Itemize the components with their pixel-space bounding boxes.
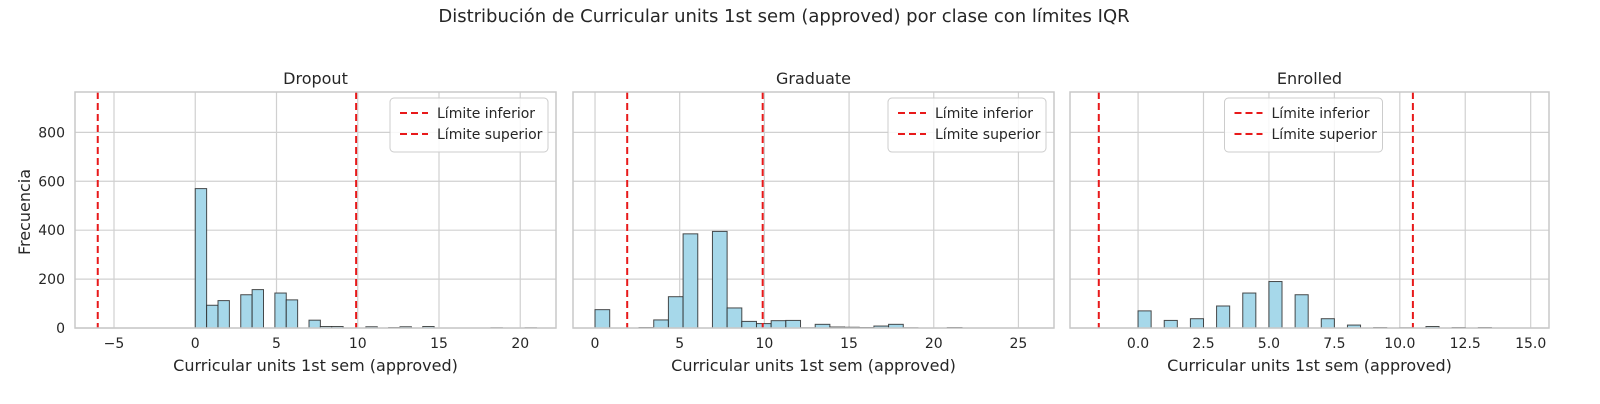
histogram-bar <box>771 321 786 328</box>
legend-label: Límite inferior <box>437 106 535 122</box>
x-axis-label: Curricular units 1st sem (approved) <box>1167 356 1452 375</box>
histogram-bar <box>241 295 252 328</box>
histogram-bar <box>1243 293 1256 328</box>
legend-label: Límite inferior <box>935 106 1033 122</box>
legend-label: Límite inferior <box>1272 106 1370 122</box>
histogram-bar <box>275 293 286 328</box>
histogram-bar <box>742 321 757 328</box>
legend: Límite inferior Límite superior <box>1225 98 1383 152</box>
x-tick-label: 10 <box>349 336 367 352</box>
histogram-bar <box>252 290 263 328</box>
y-tick-label: 200 <box>38 272 65 288</box>
histogram-bar <box>286 300 297 328</box>
histogram-bar <box>727 308 742 328</box>
legend-label: Límite superior <box>437 127 543 143</box>
x-tick-label: 0 <box>191 336 200 352</box>
y-tick-label: 800 <box>38 125 65 141</box>
panel-graduate: Graduate 0 5 10 15 20 25 Curricular units 1st s… <box>573 69 1054 375</box>
histogram-bar <box>218 301 229 328</box>
x-tick-label: 5 <box>675 336 684 352</box>
panel-title: Enrolled <box>1277 69 1342 88</box>
histogram-bar <box>595 310 610 328</box>
histogram-bar <box>1217 306 1230 328</box>
x-tick-label: 20 <box>925 336 943 352</box>
histogram-bar <box>1295 295 1308 328</box>
x-tick-label: 25 <box>1010 336 1028 352</box>
x-tick-label: 15.0 <box>1515 336 1546 352</box>
histogram-bar <box>683 234 698 328</box>
x-tick-label: 2.5 <box>1192 336 1214 352</box>
x-tick-label: 5 <box>272 336 281 352</box>
y-tick-label: 0 <box>56 321 65 337</box>
panel-title: Graduate <box>776 69 851 88</box>
figure-title: Distribución de Curricular units 1st sem… <box>438 6 1129 27</box>
x-tick-label: −5 <box>104 336 125 352</box>
x-tick-label: 10 <box>755 336 773 352</box>
histogram-bar <box>207 305 218 328</box>
histogram-bar <box>1321 319 1334 328</box>
x-tick-label: 0 <box>591 336 600 352</box>
legend-label: Límite superior <box>1272 127 1378 143</box>
histogram-bar <box>786 320 801 328</box>
histogram-bar <box>668 297 683 328</box>
histogram-bar <box>1190 319 1203 328</box>
y-tick-label: 400 <box>38 223 65 239</box>
panel-enrolled: Enrolled 0.0 2.5 5.0 7.5 10.0 12.5 15.0 Curricul… <box>1070 69 1549 375</box>
legend: Límite inferior Límite superior <box>888 98 1046 152</box>
x-tick-label: 10.0 <box>1384 336 1415 352</box>
x-tick-label: 0.0 <box>1127 336 1149 352</box>
x-tick-label: 15 <box>430 336 448 352</box>
y-axis-label: Frecuencia <box>15 169 34 255</box>
histogram-bar <box>654 320 669 328</box>
x-tick-label: 12.5 <box>1450 336 1481 352</box>
x-tick-label: 5.0 <box>1258 336 1280 352</box>
panel-title: Dropout <box>283 69 348 88</box>
histogram-bar <box>1138 311 1151 328</box>
x-axis-label: Curricular units 1st sem (approved) <box>671 356 956 375</box>
histogram-bar <box>1269 282 1282 328</box>
histogram-bar <box>195 189 206 328</box>
histogram-bar <box>1164 320 1177 328</box>
legend-label: Límite superior <box>935 127 1041 143</box>
y-tick-label: 600 <box>38 174 65 190</box>
x-tick-label: 7.5 <box>1323 336 1345 352</box>
histogram-bar <box>712 231 727 328</box>
legend: Límite inferior Límite superior <box>390 98 548 152</box>
x-tick-label: 20 <box>511 336 529 352</box>
histogram-bar <box>309 320 320 328</box>
x-tick-label: 15 <box>840 336 858 352</box>
x-axis-label: Curricular units 1st sem (approved) <box>173 356 458 375</box>
